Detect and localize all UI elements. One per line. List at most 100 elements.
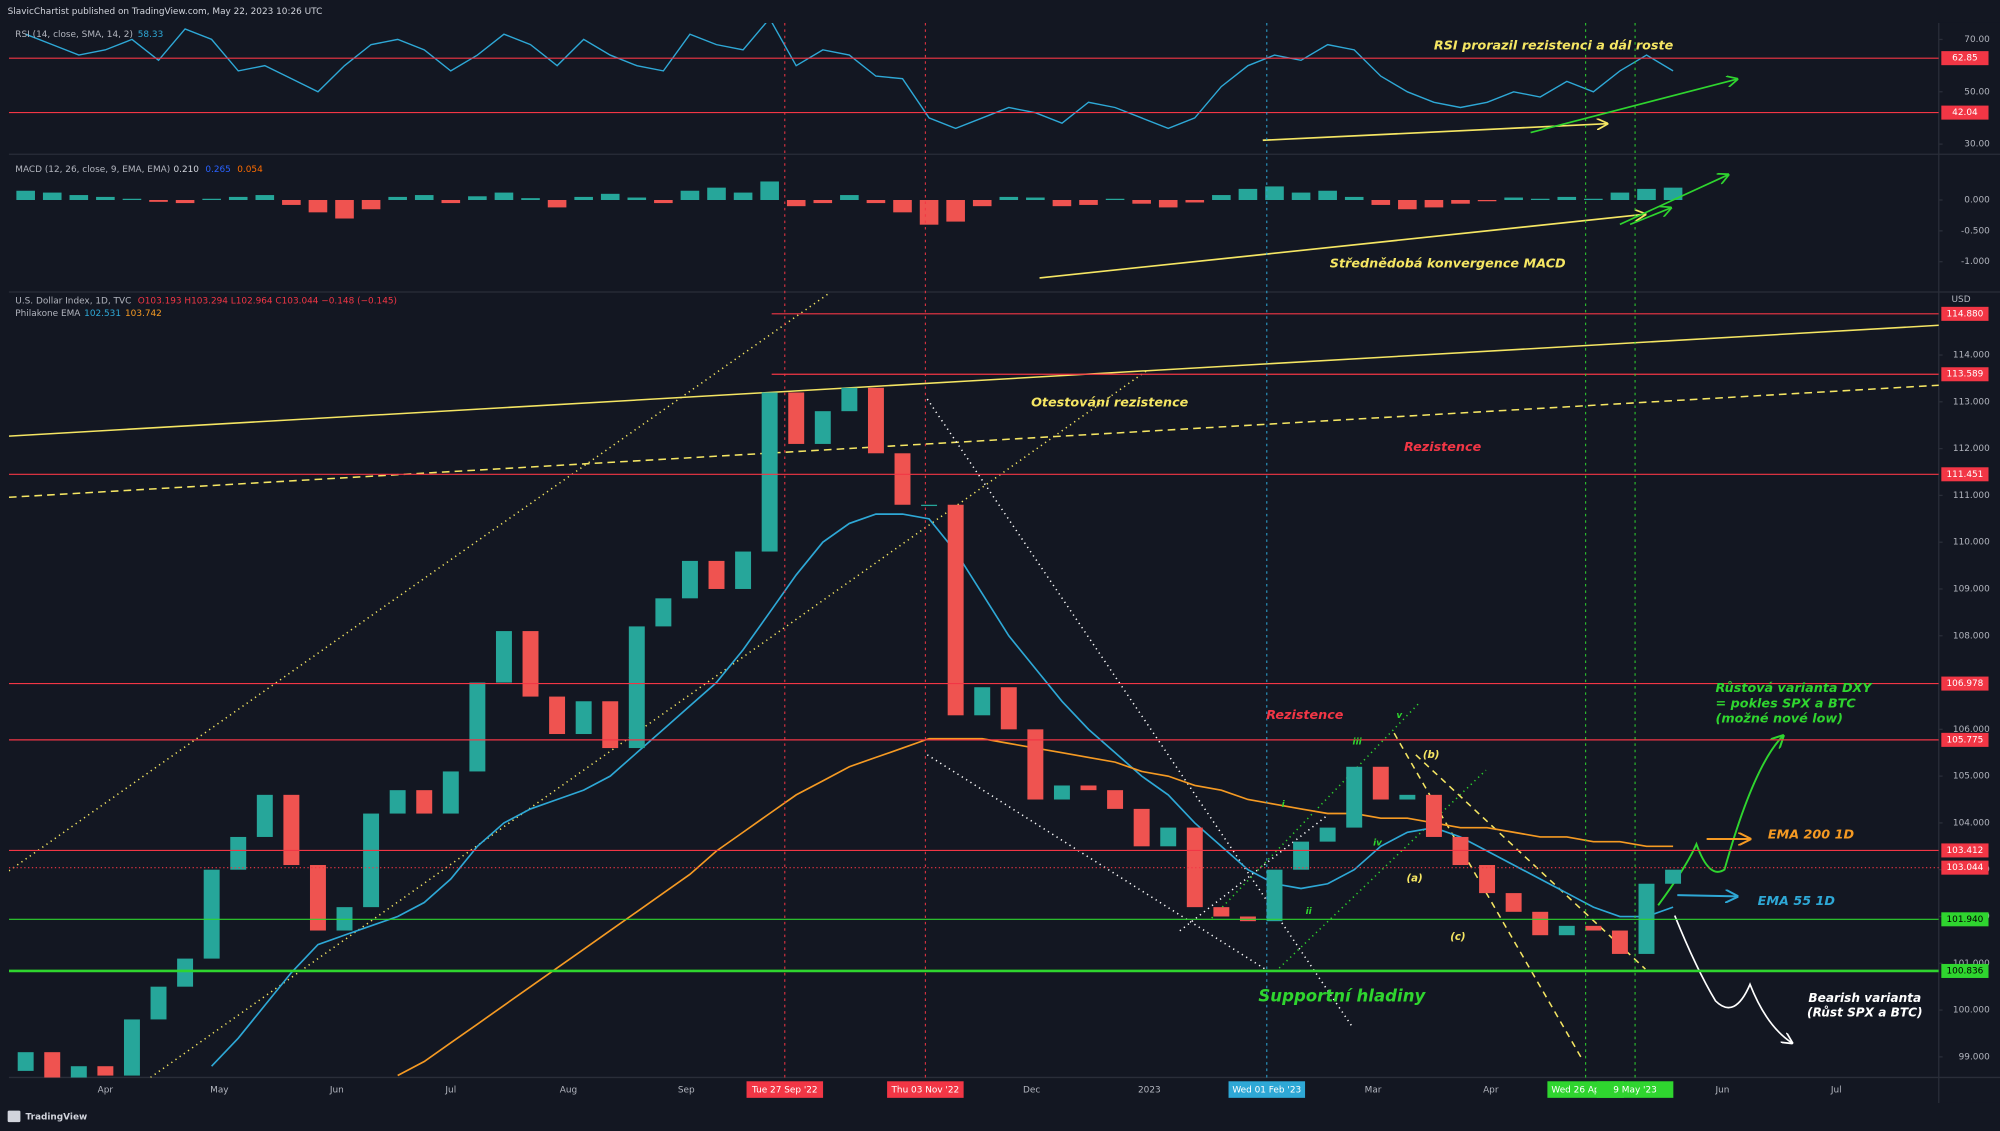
highlight-box bbox=[746, 1081, 824, 1098]
wedge-line bbox=[926, 754, 1270, 973]
candle-body bbox=[681, 560, 698, 599]
candle-body bbox=[1186, 827, 1203, 908]
candle-body bbox=[947, 504, 964, 716]
histogram-bar bbox=[760, 181, 779, 200]
highlight-box bbox=[1596, 1081, 1674, 1098]
histogram-bar bbox=[308, 199, 328, 213]
bullish-path bbox=[1657, 736, 1783, 906]
currency: USD bbox=[1952, 295, 1971, 305]
histogram-bar bbox=[1079, 199, 1098, 205]
candle-body bbox=[894, 453, 911, 505]
level-label-box bbox=[1941, 51, 1989, 66]
annotation: Bearish varianta bbox=[1808, 991, 1921, 1005]
candle-body bbox=[735, 551, 752, 589]
histogram-bar bbox=[1637, 188, 1656, 200]
y-tick-label: 101.000 bbox=[1953, 959, 1990, 969]
candle-body bbox=[1213, 907, 1230, 917]
histogram-bar bbox=[1158, 199, 1178, 208]
candle-body bbox=[1293, 841, 1310, 870]
histogram-bar bbox=[521, 198, 540, 200]
y-tick-label: 113.000 bbox=[1953, 397, 1990, 407]
histogram-bar bbox=[866, 199, 886, 204]
x-tick-label: Apr bbox=[98, 1086, 114, 1096]
candle-body bbox=[1000, 687, 1017, 730]
candle-body bbox=[1027, 729, 1044, 800]
histogram-bar bbox=[999, 196, 1019, 200]
histogram-bar bbox=[1026, 197, 1045, 200]
y-tick-label: 99.000 bbox=[1959, 1052, 1991, 1062]
histogram-bar bbox=[972, 199, 992, 207]
highlight-box bbox=[1228, 1081, 1306, 1098]
candle-body bbox=[814, 411, 831, 444]
candle-body bbox=[203, 869, 220, 959]
legend-title: U.S. Dollar Index, 1D, TVC bbox=[15, 296, 131, 306]
histogram-bar bbox=[654, 199, 673, 204]
annotation: Otestování rezistence bbox=[1031, 395, 1189, 410]
candle-body bbox=[97, 1066, 114, 1076]
candle-body bbox=[921, 504, 938, 507]
publisher: SlavicChartist published on TradingView.… bbox=[8, 7, 323, 17]
histogram-bar bbox=[946, 199, 965, 222]
candle-body bbox=[309, 865, 326, 931]
histogram-bar bbox=[69, 195, 89, 200]
annotation: (b) bbox=[1423, 750, 1440, 761]
candle-body bbox=[974, 687, 991, 716]
candle-body bbox=[1505, 893, 1522, 912]
histogram-bar bbox=[1663, 187, 1683, 200]
legend-title: RSI (14, close, SMA, 14, 2) bbox=[15, 30, 133, 40]
y-tick-label: 105.000 bbox=[1953, 772, 1990, 782]
candle-body bbox=[1479, 865, 1496, 894]
histogram-bar bbox=[680, 190, 700, 200]
legend-value: 0.210 bbox=[173, 165, 199, 175]
candle-body bbox=[150, 986, 167, 1020]
annotation: (Růst SPX a BTC) bbox=[1807, 1006, 1923, 1020]
candle-body bbox=[602, 701, 619, 749]
x-tick-label: Apr bbox=[1483, 1086, 1499, 1096]
macd-pane bbox=[16, 181, 1683, 225]
histogram-bar bbox=[441, 199, 461, 204]
histogram-bar bbox=[813, 199, 833, 204]
annotation: RSI prorazil rezistenci a dál roste bbox=[1434, 38, 1674, 53]
bearish-path bbox=[1673, 915, 1792, 1044]
annotation: Růstová varianta DXY bbox=[1716, 681, 1874, 696]
histogram-bar bbox=[1132, 199, 1151, 204]
histogram-bar bbox=[149, 199, 168, 202]
candle-body bbox=[575, 701, 592, 735]
x-tick-label: 2023 bbox=[1138, 1086, 1161, 1096]
annotation: EMA 200 1D bbox=[1768, 828, 1855, 843]
x-tick-label: Jun bbox=[1715, 1086, 1730, 1096]
histogram-bar bbox=[494, 192, 514, 200]
y-tick-label: 70.00 bbox=[1964, 35, 1990, 45]
histogram-bar bbox=[1185, 199, 1205, 203]
candle-body bbox=[1585, 925, 1602, 931]
candle-body bbox=[1266, 869, 1283, 922]
level-label: 101.940 bbox=[1946, 915, 1983, 925]
histogram-bar bbox=[1212, 195, 1231, 200]
level-label-box bbox=[1941, 912, 1989, 927]
y-tick-label: 108.000 bbox=[1953, 631, 1990, 641]
candle-body bbox=[1319, 827, 1336, 842]
histogram-bar bbox=[627, 197, 647, 200]
annotation: EMA 55 1D bbox=[1758, 894, 1836, 909]
level-label: 114.880 bbox=[1946, 309, 1983, 319]
legend-title: Philakone EMA bbox=[15, 309, 81, 319]
candle-body bbox=[230, 836, 247, 870]
candle-body bbox=[1611, 930, 1628, 954]
candle-body bbox=[1160, 827, 1177, 847]
annotation: v bbox=[1396, 711, 1403, 721]
y-tick-label: -0.500 bbox=[1961, 226, 1990, 236]
histogram-bar bbox=[1610, 192, 1630, 200]
y-tick-label: 50.00 bbox=[1964, 87, 1990, 97]
histogram-bar bbox=[16, 190, 35, 200]
histogram-bar bbox=[1105, 198, 1125, 200]
macd-trendline bbox=[1039, 214, 1646, 279]
wedge-line bbox=[1179, 815, 1328, 932]
annotation: Rezistence bbox=[1266, 708, 1344, 723]
labels: Apr May Jun Jul Aug Sep Tue 27 Sep '22 Thu 03 N… bbox=[15, 22, 1991, 1098]
candle-body bbox=[44, 1052, 61, 1078]
candle-body bbox=[841, 387, 858, 412]
histogram-bar bbox=[282, 199, 301, 205]
level-label: 42.04 bbox=[1952, 108, 1978, 118]
